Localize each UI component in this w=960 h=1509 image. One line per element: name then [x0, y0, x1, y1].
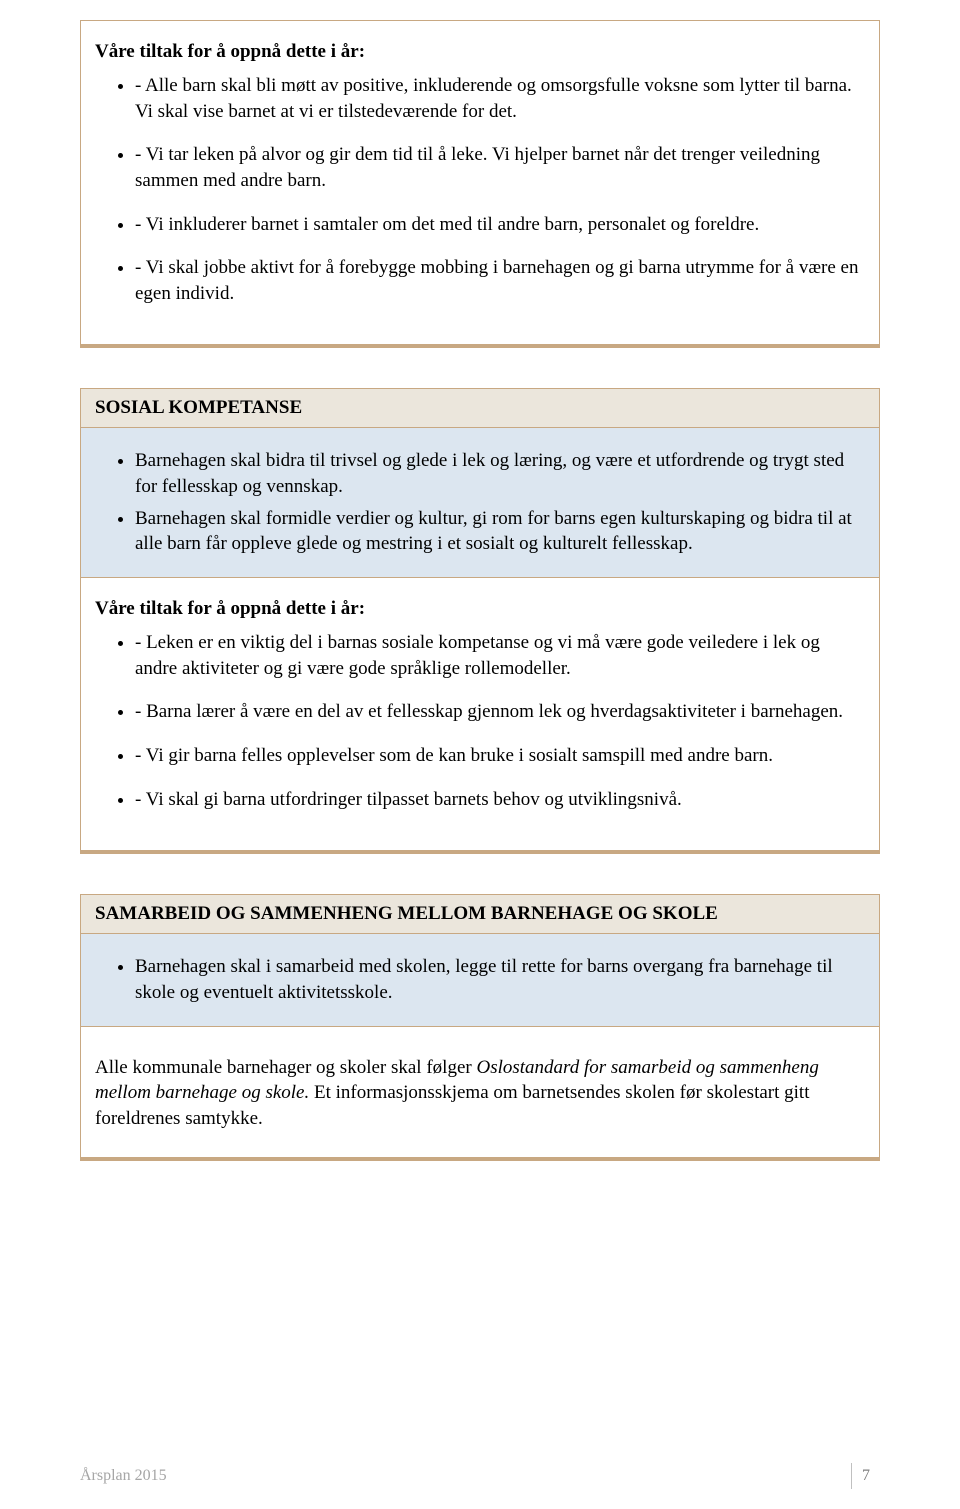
list-item: - Alle barn skal bli møtt av positive, i…: [135, 73, 865, 124]
list-item: - Vi gir barna felles opplevelser som de…: [135, 743, 865, 769]
page-footer: Årsplan 2015 7: [80, 1463, 880, 1489]
bullet-list: - Leken er en viktig del i barnas sosial…: [95, 630, 865, 812]
list-item: - Barna lærer å være en del av et felles…: [135, 699, 865, 725]
bullet-list: - Alle barn skal bli møtt av positive, i…: [95, 73, 865, 306]
white-section: Våre tiltak for å oppnå dette i år: - Al…: [81, 21, 879, 344]
blue-section: Barnehagen skal bidra til trivsel og gle…: [81, 428, 879, 578]
list-item: - Vi tar leken på alvor og gir dem tid t…: [135, 142, 865, 193]
sub-heading: Våre tiltak for å oppnå dette i år:: [95, 598, 865, 620]
list-item: Barnehagen skal bidra til trivsel og gle…: [135, 448, 865, 499]
list-item: - Vi inkluderer barnet i samtaler om det…: [135, 212, 865, 238]
bullet-list: Barnehagen skal i samarbeid med skolen, …: [95, 954, 865, 1005]
white-section: Våre tiltak for å oppnå dette i år: - Le…: [81, 578, 879, 850]
list-item: - Vi skal gi barna utfordringer tilpasse…: [135, 787, 865, 813]
section-box-tiltak-1: Våre tiltak for å oppnå dette i år: - Al…: [80, 20, 880, 348]
footer-page-number: 7: [851, 1463, 880, 1489]
list-item: - Vi skal jobbe aktivt for å forebygge m…: [135, 255, 865, 306]
body-paragraph: Alle kommunale barnehager og skoler skal…: [95, 1055, 865, 1132]
list-item: Barnehagen skal i samarbeid med skolen, …: [135, 954, 865, 1005]
para-pre: Alle kommunale barnehager og skoler skal…: [95, 1057, 476, 1078]
section-box-sosial-kompetanse: SOSIAL KOMPETANSE Barnehagen skal bidra …: [80, 388, 880, 854]
list-item: - Leken er en viktig del i barnas sosial…: [135, 630, 865, 681]
section-header: SOSIAL KOMPETANSE: [81, 389, 879, 428]
bullet-list: Barnehagen skal bidra til trivsel og gle…: [95, 448, 865, 557]
blue-section: Barnehagen skal i samarbeid med skolen, …: [81, 934, 879, 1026]
footer-doc-title: Årsplan 2015: [80, 1463, 177, 1489]
sub-heading: Våre tiltak for å oppnå dette i år:: [95, 41, 865, 63]
list-item: Barnehagen skal formidle verdier og kult…: [135, 506, 865, 557]
section-box-samarbeid: SAMARBEID OG SAMMENHENG MELLOM BARNEHAGE…: [80, 894, 880, 1161]
white-section: Alle kommunale barnehager og skoler skal…: [81, 1027, 879, 1158]
section-header: SAMARBEID OG SAMMENHENG MELLOM BARNEHAGE…: [81, 895, 879, 934]
